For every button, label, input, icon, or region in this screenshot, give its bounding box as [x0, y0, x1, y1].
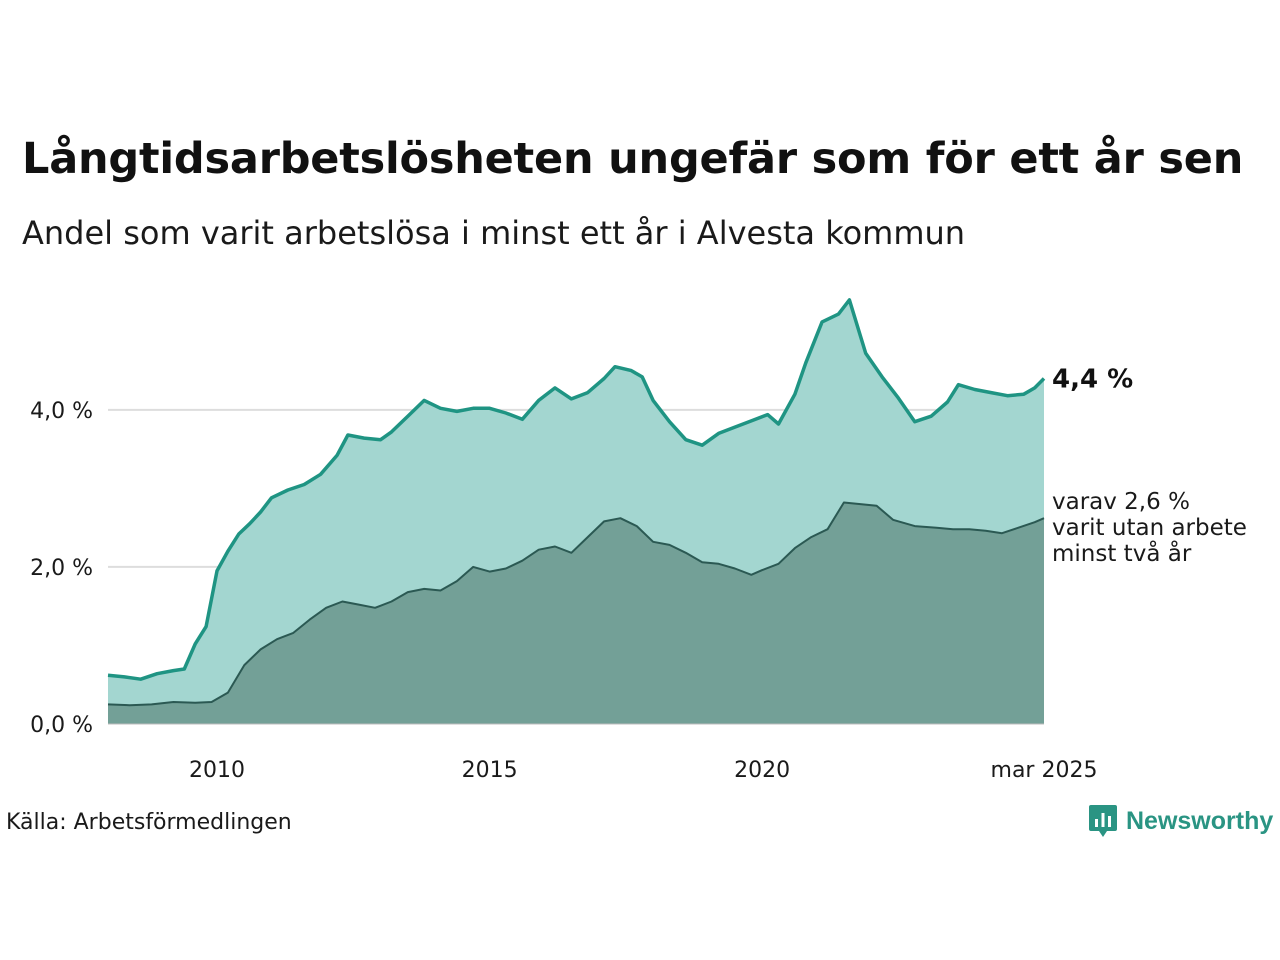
long-term-line — [107, 298, 1046, 681]
two-year-area — [108, 502, 1044, 724]
x-tick-label: mar 2025 — [991, 758, 1098, 783]
x-tick-label: 2020 — [734, 758, 790, 783]
source-note: Källa: Arbetsförmedlingen — [6, 810, 292, 835]
y-tick-label: 2,0 % — [30, 556, 93, 581]
x-tick-label: 2015 — [462, 758, 518, 783]
two-year-line — [107, 501, 1045, 707]
two-year-end-label: varav 2,6 % — [1052, 489, 1190, 515]
brand-name: Newsworthy — [1126, 806, 1274, 835]
bar-chart-logo-icon — [1089, 805, 1117, 837]
brand-logo: Newsworthy — [1088, 804, 1273, 838]
two-year-end-label: varit utan arbete — [1052, 515, 1247, 541]
long-term-end-label: 4,4 % — [1052, 364, 1133, 394]
chart-title: Långtidsarbetslösheten ungefär som för e… — [22, 134, 1244, 184]
two-year-end-label: minst två år — [1052, 539, 1192, 567]
y-tick-label: 0,0 % — [30, 713, 93, 738]
y-tick-label: 4,0 % — [30, 399, 93, 424]
x-tick-label: 2010 — [189, 758, 245, 783]
chart-subtitle: Andel som varit arbetslösa i minst ett å… — [22, 214, 966, 252]
